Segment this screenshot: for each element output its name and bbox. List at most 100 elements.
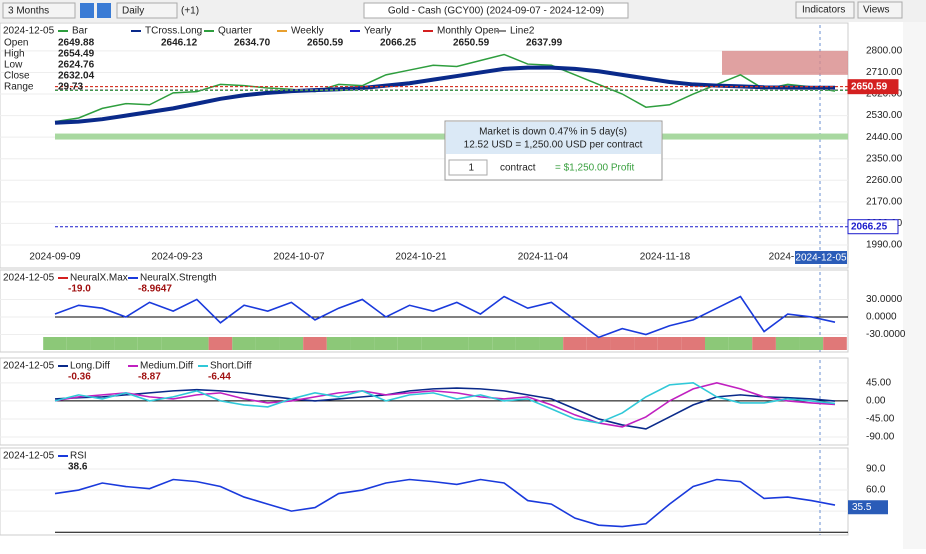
quantity: 1 — [468, 163, 474, 174]
ohlc-value: 2649.88 — [58, 38, 95, 49]
y-tick-label: 2170.00 — [866, 196, 903, 207]
legend-value: -0.36 — [68, 372, 91, 383]
ohlc-name: Open — [4, 38, 28, 49]
state-cell — [255, 337, 280, 350]
legend-value: 2637.99 — [526, 38, 563, 49]
state-cell — [185, 337, 209, 350]
series-line — [54, 295, 836, 339]
state-cell — [705, 337, 729, 350]
y-tick-label: 2440.00 — [866, 132, 903, 143]
legend-name: TCross.Long — [145, 26, 202, 37]
state-cell — [397, 337, 422, 350]
series-line — [54, 478, 836, 528]
state-cell — [468, 337, 493, 350]
state-cell — [66, 337, 91, 350]
date: 2024-12-05 — [3, 26, 55, 37]
zone — [722, 50, 848, 75]
legend-name: Line2 — [510, 26, 535, 37]
period-select[interactable] — [2, 2, 76, 19]
state-cell — [823, 337, 847, 350]
interval-select[interactable] — [116, 2, 178, 19]
state-cell — [137, 337, 162, 350]
legend-name: RSI — [70, 451, 87, 462]
views-button[interactable] — [857, 1, 903, 19]
panel — [0, 22, 849, 269]
state-cell — [232, 337, 256, 350]
legend-name: Medium.Diff — [140, 361, 193, 372]
x-tick-label: 2024-09-09 — [29, 252, 81, 263]
zoom-in[interactable] — [80, 3, 94, 18]
state-cell — [374, 337, 398, 350]
series-line — [54, 387, 836, 430]
state-cell — [43, 337, 67, 350]
state-cell — [775, 337, 800, 350]
y-tick-label: 2260.00 — [866, 175, 903, 186]
y-tick-label: -45.00 — [866, 414, 895, 425]
legend-name: Weekly — [291, 26, 324, 37]
x-tick-label: 2024-12 — [769, 252, 806, 263]
state-cell — [161, 337, 185, 350]
y-tick-label: 2710.00 — [866, 67, 903, 78]
ohlc-name: Range — [4, 82, 34, 93]
unit: contract — [500, 163, 536, 174]
y-tick-label: 2530.00 — [866, 110, 903, 121]
state-cell — [279, 337, 304, 350]
x-tick-label: 2024-10-07 — [273, 252, 325, 263]
symbol-box[interactable] — [363, 2, 629, 19]
legend-value: -6.44 — [208, 372, 231, 383]
current-date: 2024-12-05 — [795, 253, 847, 264]
legend-value: 38.6 — [68, 462, 88, 473]
series-line — [54, 65, 836, 125]
state-cell — [539, 337, 564, 350]
side-toolbar — [903, 22, 926, 549]
ohlc-value: 29.73 — [58, 82, 83, 93]
y-tick-label: 30.0000 — [866, 294, 903, 305]
series-line — [54, 382, 836, 428]
state-cell — [303, 337, 327, 350]
price-label: 35.5 — [852, 502, 872, 513]
state-cell — [681, 337, 705, 350]
state-cell — [657, 337, 682, 350]
tooltip-line: 12.52 USD = 1,250.00 USD per contract — [464, 140, 643, 151]
zoom-out[interactable] — [97, 3, 111, 18]
y-tick-label: 60.0 — [866, 485, 886, 496]
ohlc-value: 2654.49 — [58, 49, 95, 60]
legend-value: -8.87 — [138, 372, 161, 383]
legend-name: NeuralX.Strength — [140, 273, 217, 284]
legend-name: Yearly — [364, 26, 391, 37]
y-tick-label: 45.00 — [866, 377, 891, 388]
current-date-box — [795, 251, 847, 264]
legend-value: -19.0 — [68, 284, 91, 295]
profit: = $1,250.00 Profit — [555, 163, 634, 174]
state-cell — [799, 337, 824, 350]
series-line — [54, 382, 836, 424]
legend-value: 2646.12 — [161, 38, 198, 49]
indicators: Indicators — [802, 5, 845, 16]
state-cell — [445, 337, 469, 350]
x-tick-label: 2024-09-23 — [151, 252, 203, 263]
state-cell — [114, 337, 138, 350]
legend-value: 2634.70 — [234, 38, 271, 49]
ohlc-value: 2624.76 — [58, 60, 95, 71]
state-cell — [515, 337, 540, 350]
y-tick-label: 90.0 — [866, 464, 886, 475]
y-tick-label: 0.00 — [866, 396, 886, 407]
price-tag — [847, 79, 899, 95]
legend-value: 2066.25 — [380, 38, 417, 49]
state-cell — [586, 337, 611, 350]
quantity-input[interactable] — [448, 159, 488, 176]
ohlc-name: Low — [4, 60, 23, 71]
date: 2024-12-05 — [3, 273, 55, 284]
tooltip-line: Market is down 0.47% in 5 day(s) — [479, 127, 627, 138]
state-cell — [90, 337, 115, 350]
price-label: 2650.59 — [851, 81, 888, 92]
indicators-button[interactable] — [795, 1, 855, 19]
interval: Daily — [122, 6, 144, 17]
x-tick-label: 2024-10-21 — [395, 252, 447, 263]
state-cell — [421, 337, 445, 350]
state-cell — [634, 337, 658, 350]
y-tick-label: -90.00 — [866, 432, 895, 443]
legend-value: 2650.59 — [453, 38, 490, 49]
offset: (+1) — [181, 6, 199, 17]
